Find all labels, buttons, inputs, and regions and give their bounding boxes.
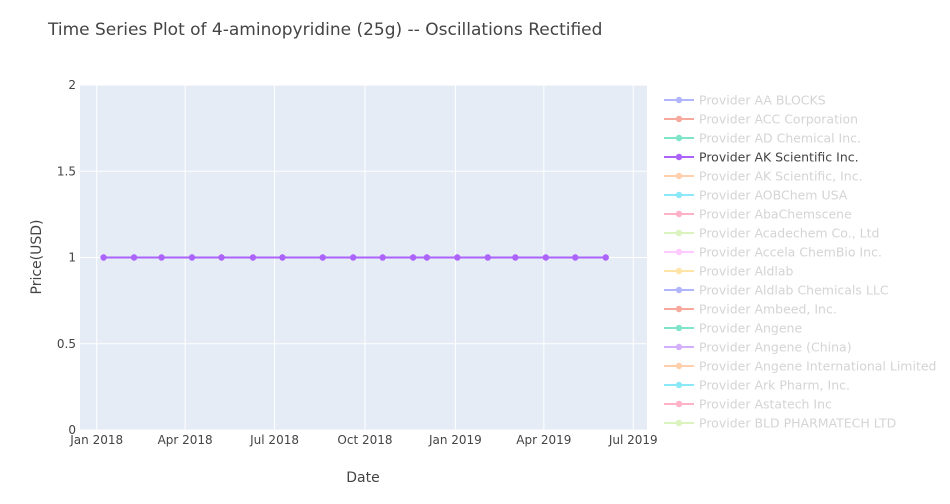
legend-item[interactable]: Provider ACC Corporation — [664, 112, 858, 127]
data-point[interactable] — [409, 254, 417, 261]
data-point[interactable] — [512, 254, 519, 261]
legend-item[interactable]: Provider Accela ChemBio Inc. — [664, 245, 882, 260]
legend-label: Provider Accela ChemBio Inc. — [699, 245, 882, 260]
legend-label: Provider Angene International Limited — [699, 359, 937, 374]
legend-label: Provider BLD PHARMATECH LTD — [699, 416, 896, 431]
legend-label: Provider AD Chemical Inc. — [699, 131, 861, 146]
data-point[interactable] — [423, 254, 431, 261]
x-tick-label: Jul 2018 — [249, 433, 299, 447]
legend-swatch-marker — [675, 400, 683, 408]
legend-label: Provider Astatech Inc — [699, 397, 832, 412]
y-tick-label: 1 — [68, 251, 76, 265]
legend-label: Provider Ark Pharm, Inc. — [699, 378, 850, 393]
legend-label: Provider ACC Corporation — [699, 112, 858, 127]
x-tick-labels: Jan 2018 Apr 2018 Jul 2018 Oct 2018 Jan 2019… — [69, 433, 657, 447]
legend-item[interactable]: Provider Aldlab — [664, 264, 794, 279]
legend-swatch-marker — [675, 381, 683, 389]
legend-label: Provider Aldlab — [699, 264, 794, 279]
legend-item[interactable]: Provider Angene International Limited — [664, 359, 937, 374]
data-point[interactable] — [158, 254, 165, 261]
y-tick-label: 0 — [68, 423, 76, 437]
data-point[interactable] — [379, 254, 386, 261]
legend-item[interactable]: Provider BLD PHARMATECH LTD — [664, 416, 896, 431]
legend-label: Provider Angene — [699, 321, 802, 336]
legend-item[interactable]: Provider AK Scientific, Inc. — [664, 169, 863, 184]
y-tick-label: 1.5 — [57, 164, 76, 178]
legend-swatch-marker — [675, 248, 683, 256]
data-point[interactable] — [349, 254, 357, 261]
data-point[interactable] — [572, 254, 579, 261]
legend-swatch-marker — [675, 362, 683, 370]
legend-item[interactable]: Provider Astatech Inc — [664, 397, 832, 412]
legend-item[interactable]: Provider Angene (China) — [664, 340, 852, 355]
legend-swatch-marker — [675, 153, 683, 161]
legend-item[interactable]: Provider Aldlab Chemicals LLC — [664, 283, 889, 298]
legend-swatch-marker — [675, 191, 683, 199]
legend-swatch-marker — [675, 96, 683, 104]
y-axis-title: Price(USD) — [29, 220, 45, 295]
legend-item[interactable]: Provider AbaChemscene — [664, 207, 852, 222]
legend-swatch-marker — [675, 210, 683, 218]
data-point[interactable] — [249, 254, 257, 261]
legend-label: Provider AA BLOCKS — [699, 93, 826, 108]
x-tick-label: Jan 2018 — [69, 433, 123, 447]
x-tick-label: Apr 2018 — [158, 433, 213, 447]
data-point[interactable] — [279, 254, 286, 261]
x-tick-label: Jan 2019 — [428, 433, 482, 447]
legend-label: Provider Ambeed, Inc. — [699, 302, 837, 317]
legend-swatch-marker — [675, 305, 683, 313]
x-tick-label: Jul 2019 — [608, 433, 658, 447]
x-axis-title: Date — [346, 470, 379, 486]
legend-swatch-marker — [675, 172, 683, 180]
legend-item[interactable]: Provider AD Chemical Inc. — [664, 131, 861, 146]
data-point[interactable] — [218, 254, 225, 261]
data-point[interactable] — [188, 254, 196, 261]
y-tick-label: 2 — [68, 78, 76, 92]
legend-swatch-marker — [675, 286, 683, 294]
legend-swatch-marker — [675, 267, 683, 275]
y-tick-label: 0.5 — [57, 337, 76, 351]
legend-item[interactable]: Provider AOBChem USA — [664, 188, 848, 203]
legend-item[interactable]: Provider Ambeed, Inc. — [664, 302, 837, 317]
legend-label: Provider AOBChem USA — [699, 188, 848, 203]
data-point[interactable] — [484, 254, 492, 261]
data-point[interactable] — [100, 254, 107, 261]
series-layer — [100, 254, 609, 261]
chart-title: Time Series Plot of 4-aminopyridine (25g… — [47, 20, 602, 40]
x-tick-label: Apr 2019 — [516, 433, 571, 447]
legend-swatch-marker — [675, 229, 683, 237]
y-tick-labels: 0 0.5 1 1.5 2 — [57, 78, 76, 437]
legend-label: Provider AbaChemscene — [699, 207, 852, 222]
data-point[interactable] — [602, 254, 609, 261]
x-tick-label: Oct 2018 — [337, 433, 392, 447]
legend-swatch-marker — [675, 324, 683, 332]
data-point[interactable] — [130, 254, 138, 261]
data-point[interactable] — [454, 254, 461, 261]
legend-swatch-marker — [675, 115, 683, 123]
legend-swatch-marker — [675, 343, 683, 351]
legend-item[interactable]: Provider AK Scientific Inc. — [664, 150, 859, 165]
legend-swatch-marker — [675, 419, 683, 427]
legend-item[interactable]: Provider Acadechem Co., Ltd — [664, 226, 879, 241]
legend-swatch-marker — [675, 134, 683, 142]
legend-item[interactable]: Provider AA BLOCKS — [664, 93, 826, 108]
legend-item[interactable]: Provider Angene — [664, 321, 802, 336]
legend-item[interactable]: Provider Ark Pharm, Inc. — [664, 378, 850, 393]
legend-label: Provider AK Scientific Inc. — [699, 150, 859, 165]
data-point[interactable] — [542, 254, 549, 261]
legend-label: Provider Aldlab Chemicals LLC — [699, 283, 889, 298]
legend-label: Provider AK Scientific, Inc. — [699, 169, 863, 184]
legend-label: Provider Acadechem Co., Ltd — [699, 226, 879, 241]
data-point[interactable] — [319, 254, 326, 261]
legend: Provider AA BLOCKS Provider ACC Corporati… — [664, 93, 937, 431]
legend-label: Provider Angene (China) — [699, 340, 852, 355]
